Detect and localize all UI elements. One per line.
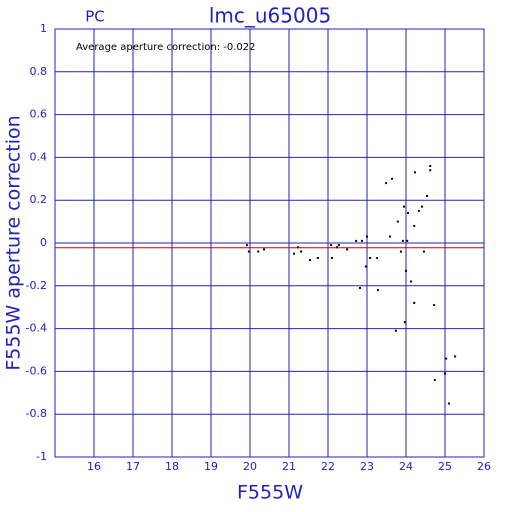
point xyxy=(330,244,333,247)
point xyxy=(376,256,379,259)
point xyxy=(369,256,372,259)
point xyxy=(337,244,340,247)
point xyxy=(429,164,432,167)
point xyxy=(433,378,436,381)
x-tick-label: 21 xyxy=(282,460,296,473)
point xyxy=(300,250,303,253)
point xyxy=(346,248,349,251)
y-tick-label: 0 xyxy=(40,236,47,249)
point xyxy=(406,212,409,215)
chart-title: lmc_u65005 xyxy=(209,4,331,28)
subtitle: PC xyxy=(85,8,105,26)
y-tick-label: -1 xyxy=(36,450,47,463)
point xyxy=(410,280,413,283)
point xyxy=(296,246,299,249)
x-axis-label: F555W xyxy=(237,482,303,504)
y-tick-label: -0.4 xyxy=(26,322,47,335)
x-tick-label: 17 xyxy=(126,460,140,473)
point xyxy=(413,171,416,174)
point xyxy=(245,244,248,247)
point xyxy=(417,209,420,212)
y-tick-label: -0.8 xyxy=(26,407,47,420)
point xyxy=(293,252,296,255)
x-tick-label: 18 xyxy=(165,460,179,473)
point xyxy=(335,246,338,249)
point xyxy=(403,205,406,208)
x-tick-label: 24 xyxy=(399,460,413,473)
point xyxy=(316,256,319,259)
point xyxy=(355,239,358,242)
point xyxy=(376,289,379,292)
point xyxy=(399,250,402,253)
point xyxy=(263,248,266,251)
point xyxy=(401,239,404,242)
point xyxy=(429,169,432,172)
point xyxy=(358,286,361,289)
y-tick-label: 1 xyxy=(40,22,47,35)
point xyxy=(366,235,368,238)
point xyxy=(390,177,393,180)
point xyxy=(396,220,399,223)
point xyxy=(433,304,436,307)
point xyxy=(454,355,457,358)
point xyxy=(247,250,250,253)
x-tick-label: 22 xyxy=(321,460,335,473)
y-tick-label: 0.2 xyxy=(30,193,48,206)
point xyxy=(413,301,416,304)
point xyxy=(330,256,333,259)
y-axis-label: F555W aperture correction xyxy=(3,115,25,370)
point xyxy=(389,235,392,238)
point xyxy=(447,402,450,405)
plot-frame xyxy=(54,28,485,458)
y-tick-label: -0.2 xyxy=(26,279,47,292)
point xyxy=(403,321,406,324)
x-tick-label: 26 xyxy=(477,460,491,473)
x-tick-label: 25 xyxy=(438,460,452,473)
point xyxy=(445,357,448,360)
point xyxy=(385,182,388,185)
x-tick-label: 16 xyxy=(87,460,101,473)
point xyxy=(406,239,409,242)
y-tick-label: -0.6 xyxy=(26,364,47,377)
x-tick-label: 23 xyxy=(360,460,374,473)
y-tick-label: 0.6 xyxy=(30,108,48,121)
point xyxy=(420,205,423,208)
point xyxy=(405,269,407,272)
x-tick-label: 20 xyxy=(243,460,257,473)
point xyxy=(444,372,446,375)
point xyxy=(360,239,363,242)
point xyxy=(309,259,312,262)
point xyxy=(364,265,367,268)
point xyxy=(257,250,260,253)
annotation: Average aperture correction: -0.022 xyxy=(76,42,256,53)
point xyxy=(394,329,397,332)
y-tick-label: 0.8 xyxy=(30,65,48,78)
x-tick-label: 19 xyxy=(204,460,218,473)
point xyxy=(426,194,429,197)
point xyxy=(413,224,416,227)
y-tick-label: 0.4 xyxy=(30,150,48,163)
point xyxy=(422,250,425,253)
